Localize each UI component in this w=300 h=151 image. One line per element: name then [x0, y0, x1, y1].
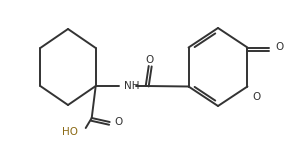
- Text: O: O: [146, 55, 154, 65]
- Text: NH: NH: [124, 81, 139, 91]
- Text: HO: HO: [62, 127, 78, 137]
- Text: O: O: [115, 117, 123, 127]
- Text: O: O: [252, 92, 261, 101]
- Text: O: O: [275, 42, 284, 53]
